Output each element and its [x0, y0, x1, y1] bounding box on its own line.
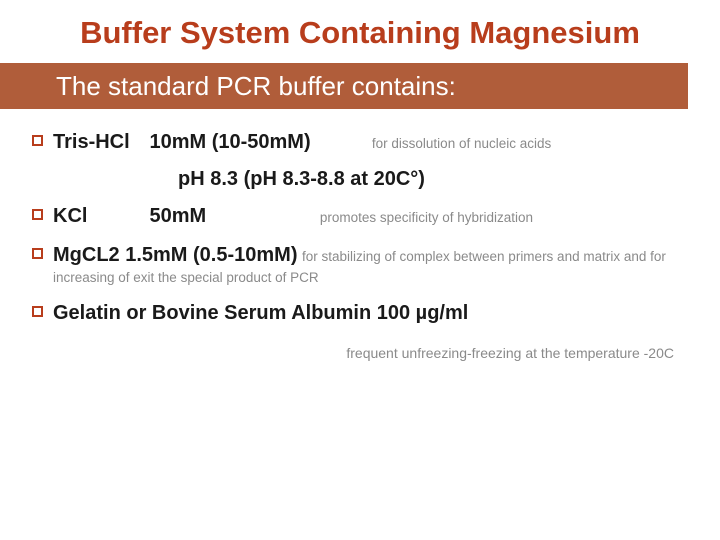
gelatin-text: Gelatin or Bovine Serum Albumin 100 µg/m… [53, 302, 468, 324]
bullet-icon [32, 306, 43, 317]
item-tris: Tris-HCl 10mM (10-50mM) for dissolution … [32, 129, 692, 156]
slide: Buffer System Containing Magnesium The s… [0, 0, 720, 540]
item-mgcl2: MgCL2 1.5mM (0.5-10mM) for stabilizing o… [32, 242, 692, 288]
kcl-note: promotes specificity of hybridization [320, 210, 533, 225]
item-body: Tris-HCl 10mM (10-50mM) for dissolution … [53, 129, 692, 156]
kcl-amount: 50mM [149, 203, 297, 230]
item-gelatin: Gelatin or Bovine Serum Albumin 100 µg/m… [32, 300, 692, 327]
item-body: MgCL2 1.5mM (0.5-10mM) for stabilizing o… [53, 242, 692, 288]
tris-label: Tris-HCl [53, 129, 145, 156]
footnote: frequent unfreezing-freezing at the temp… [32, 345, 692, 361]
item-body: Gelatin or Bovine Serum Albumin 100 µg/m… [53, 300, 692, 327]
bullet-icon [32, 209, 43, 220]
tris-amount: 10mM (10-50mM) [149, 129, 349, 156]
slide-title: Buffer System Containing Magnesium [28, 14, 692, 53]
content: Tris-HCl 10mM (10-50mM) for dissolution … [28, 129, 692, 361]
mgcl2-main: MgCL2 1.5mM (0.5-10mM) [53, 244, 298, 266]
subtitle-wrap: The standard PCR buffer contains: [28, 63, 692, 109]
item-body: KCl 50mM promotes specificity of hybridi… [53, 203, 692, 230]
bullet-icon [32, 135, 43, 146]
ph-line: pH 8.3 (pH 8.3-8.8 at 20C°) [178, 168, 692, 191]
bullet-icon [32, 248, 43, 259]
tris-note: for dissolution of nucleic acids [372, 136, 551, 151]
kcl-label: KCl [53, 203, 145, 230]
item-kcl: KCl 50mM promotes specificity of hybridi… [32, 203, 692, 230]
subtitle-text: The standard PCR buffer contains: [56, 63, 456, 109]
